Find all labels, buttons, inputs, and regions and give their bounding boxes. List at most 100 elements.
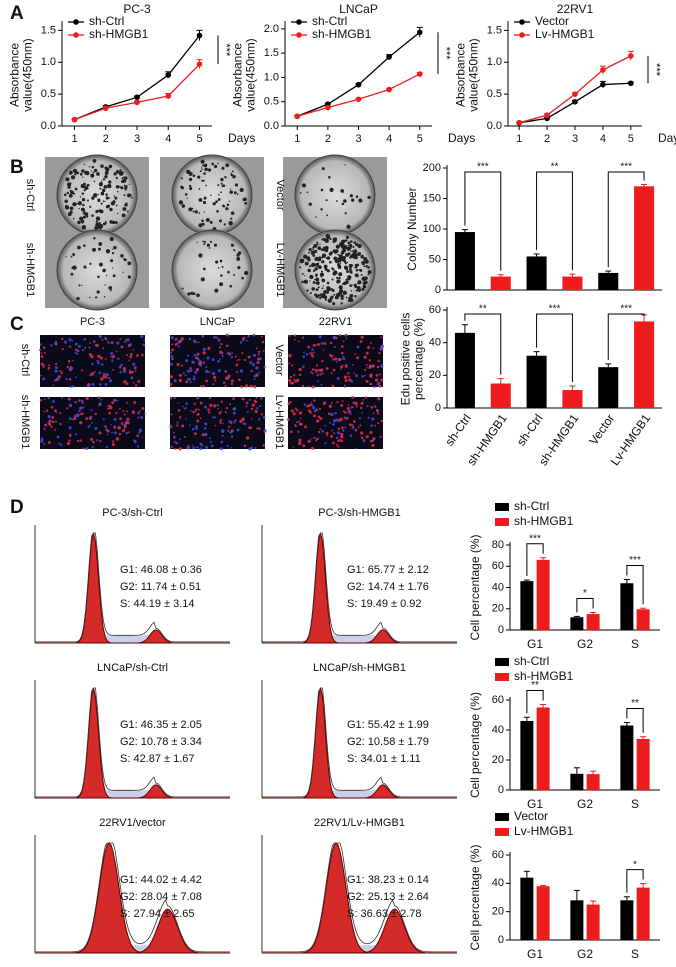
colony-dot bbox=[73, 192, 76, 195]
colony-dot bbox=[83, 210, 86, 213]
colony-dot bbox=[316, 241, 319, 244]
flow-stat: G1: 65.77 ± 2.12 bbox=[347, 564, 429, 576]
cell-dot bbox=[376, 365, 380, 369]
cell-dot bbox=[232, 397, 235, 401]
flow-stat: S: 44.19 ± 3.14 bbox=[120, 598, 195, 610]
cell-dot bbox=[243, 358, 247, 362]
colony-dot bbox=[299, 191, 302, 194]
colony-dot bbox=[178, 200, 184, 205]
colony-dot bbox=[244, 201, 248, 205]
cell-dot bbox=[171, 348, 174, 352]
x-tick-label: 1 bbox=[71, 133, 77, 145]
bar bbox=[570, 617, 584, 630]
cell-dot bbox=[288, 362, 290, 365]
point bbox=[628, 80, 634, 87]
colony-dot bbox=[186, 197, 188, 199]
cell-dot bbox=[239, 419, 243, 423]
colony-dot bbox=[214, 288, 219, 293]
colony-dot bbox=[332, 302, 336, 306]
colony-dot bbox=[208, 247, 211, 249]
colony-dot bbox=[311, 252, 313, 254]
cell-dot bbox=[335, 418, 339, 422]
cell-dot bbox=[56, 377, 60, 381]
legend-marker bbox=[296, 19, 302, 25]
bar bbox=[598, 272, 619, 290]
cell-dot bbox=[137, 380, 141, 383]
cell-dot bbox=[315, 364, 319, 367]
cell-dot bbox=[225, 407, 228, 410]
cell-dot bbox=[177, 409, 181, 412]
cell-dot bbox=[340, 404, 344, 407]
cell-dot bbox=[230, 355, 234, 359]
colony-dot bbox=[106, 204, 111, 208]
colony-dot bbox=[104, 220, 107, 223]
cell-dot bbox=[136, 445, 140, 448]
cell-dot bbox=[74, 351, 77, 354]
cell-dot bbox=[293, 334, 297, 337]
colony-dot bbox=[222, 205, 226, 208]
colony-dot bbox=[201, 167, 203, 169]
cell-dot bbox=[110, 341, 114, 345]
cell-dot bbox=[330, 372, 333, 375]
cell-dot bbox=[94, 426, 98, 430]
colony-dot bbox=[189, 172, 192, 175]
colony-dot bbox=[355, 195, 359, 198]
colony-dot bbox=[123, 176, 126, 179]
point bbox=[196, 32, 203, 39]
colony-dot bbox=[79, 172, 83, 176]
cell-dot bbox=[59, 412, 62, 415]
cell-dot bbox=[313, 414, 317, 418]
cell-dot bbox=[42, 365, 45, 368]
cell-dot bbox=[216, 404, 219, 407]
colony-dot bbox=[188, 177, 193, 182]
cell-dot bbox=[121, 429, 125, 433]
colony-dot bbox=[64, 199, 68, 204]
bar bbox=[490, 276, 511, 290]
colony-dot bbox=[340, 296, 344, 300]
significance-label: *** bbox=[650, 63, 662, 77]
histogram-outline bbox=[35, 687, 230, 798]
cell-dot bbox=[256, 361, 260, 365]
colony-dot bbox=[304, 275, 306, 277]
cell-dot bbox=[124, 340, 127, 343]
cell-dot bbox=[290, 409, 294, 413]
cell-dot bbox=[169, 383, 173, 386]
bar bbox=[570, 773, 584, 790]
colony-dot bbox=[100, 202, 103, 205]
cell-dot bbox=[91, 421, 93, 424]
cell-dot bbox=[378, 352, 381, 355]
cell-dot bbox=[202, 361, 206, 364]
cell-dot bbox=[130, 376, 134, 380]
colony-dot bbox=[342, 245, 347, 250]
s-phase-area bbox=[262, 790, 457, 798]
cell-dot bbox=[372, 436, 376, 441]
legend-label: sh-Ctrl bbox=[514, 654, 549, 668]
cell-dot bbox=[97, 361, 100, 365]
cell-dot bbox=[137, 416, 140, 419]
cell-dot bbox=[58, 442, 61, 445]
chart-title: LNCaP bbox=[339, 2, 378, 16]
colony-dot bbox=[95, 209, 99, 214]
cell-dot bbox=[90, 437, 94, 441]
y-tick-label: 40 bbox=[429, 337, 441, 349]
cell-dot bbox=[253, 334, 255, 337]
colony-dot bbox=[357, 288, 362, 292]
x-axis-label: Days bbox=[658, 131, 676, 145]
colony-dot bbox=[206, 243, 210, 247]
cell-dot bbox=[262, 350, 265, 352]
cell-dot bbox=[260, 413, 264, 416]
colony-dot bbox=[338, 272, 343, 277]
cell-dot bbox=[326, 434, 329, 437]
legend-swatch bbox=[495, 673, 509, 681]
cell-dot bbox=[249, 384, 253, 388]
colony-dot bbox=[78, 207, 80, 210]
cell-dot bbox=[39, 343, 42, 346]
cell-dot bbox=[123, 380, 127, 384]
cell-dot bbox=[91, 445, 95, 449]
cell-dot bbox=[250, 446, 254, 450]
cell-dot bbox=[122, 369, 126, 373]
y-axis-label: Cell percentage (%) bbox=[468, 692, 482, 798]
colony-dot bbox=[109, 289, 112, 292]
cell-dot bbox=[93, 340, 96, 343]
colony-dot bbox=[113, 195, 116, 197]
